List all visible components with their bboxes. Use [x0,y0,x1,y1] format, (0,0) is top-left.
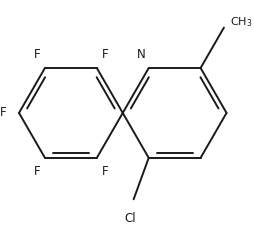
Text: F: F [34,165,40,178]
Text: F: F [0,106,6,119]
Text: F: F [34,48,40,61]
Text: F: F [101,48,108,61]
Text: CH$_3$: CH$_3$ [230,16,253,30]
Text: Cl: Cl [125,212,136,225]
Text: F: F [101,165,108,178]
Text: N: N [136,48,145,61]
